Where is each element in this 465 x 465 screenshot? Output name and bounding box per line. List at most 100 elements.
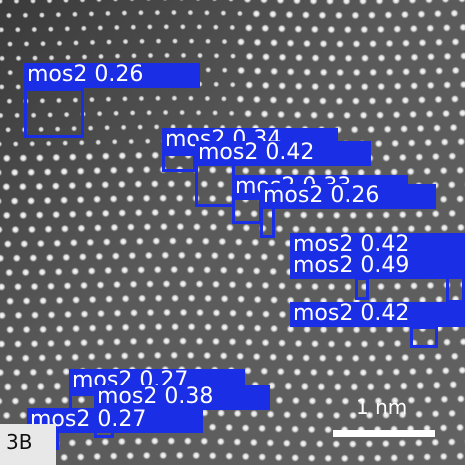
atom-column xyxy=(12,141,19,148)
atom-column xyxy=(390,139,400,149)
atom-column xyxy=(154,294,163,303)
atom-column xyxy=(425,110,434,119)
atom-column xyxy=(455,423,465,433)
atom-column xyxy=(155,38,162,45)
atom-column xyxy=(142,165,151,175)
atom-column xyxy=(393,82,403,91)
atom-column xyxy=(93,224,103,233)
atom-column xyxy=(59,167,69,177)
atom-column xyxy=(456,223,465,233)
atom-column xyxy=(55,97,63,105)
atom-column xyxy=(145,337,155,346)
atom-column xyxy=(310,25,320,35)
atom-column xyxy=(137,294,147,304)
atom-column xyxy=(47,26,54,33)
atom-column xyxy=(385,325,394,335)
atom-column xyxy=(327,54,337,63)
atom-column xyxy=(267,239,277,248)
atom-column xyxy=(45,140,52,147)
atom-column xyxy=(220,95,228,103)
atom-column xyxy=(2,182,11,192)
atom-column xyxy=(415,153,424,162)
atom-column xyxy=(179,308,188,318)
atom-column xyxy=(130,24,137,31)
atom-column xyxy=(36,239,46,249)
atom-column xyxy=(129,110,136,117)
atom-column xyxy=(449,380,458,390)
atom-column xyxy=(359,368,368,378)
atom-column xyxy=(62,367,71,377)
atom-column xyxy=(439,452,449,462)
atom-column xyxy=(257,453,267,462)
atom-column xyxy=(221,38,228,46)
atom-column xyxy=(376,82,386,92)
atom-column xyxy=(153,265,162,275)
atom-column xyxy=(6,98,13,105)
atom-column xyxy=(384,11,393,20)
atom-column xyxy=(128,138,135,145)
atom-column xyxy=(186,265,195,275)
atom-column xyxy=(455,195,465,204)
atom-column xyxy=(76,453,85,462)
atom-column xyxy=(323,425,333,435)
atom-column xyxy=(134,437,143,447)
atom-column xyxy=(343,283,353,292)
atom-column xyxy=(228,110,235,117)
atom-column xyxy=(244,281,254,290)
atom-column xyxy=(422,453,432,462)
atom-column xyxy=(269,38,279,48)
atom-column xyxy=(434,67,444,76)
atom-column xyxy=(233,438,242,447)
scale-bar-label: 1 nm xyxy=(356,395,408,419)
atom-column xyxy=(84,181,94,190)
atom-column xyxy=(243,109,253,119)
atom-column xyxy=(121,294,130,304)
atom-column xyxy=(383,382,392,392)
atom-column xyxy=(27,225,37,235)
atom-column xyxy=(418,67,428,77)
atom-column xyxy=(209,223,218,232)
atom-column xyxy=(162,109,169,117)
atom-column xyxy=(92,195,102,204)
atom-column xyxy=(324,397,334,406)
atom-column xyxy=(286,39,295,48)
atom-column xyxy=(196,24,203,31)
detection-box xyxy=(260,206,275,238)
atom-column xyxy=(332,211,342,221)
atom-column xyxy=(335,40,345,49)
atom-column xyxy=(244,24,254,33)
atom-column xyxy=(205,67,212,74)
detection-box xyxy=(410,326,438,348)
atom-column xyxy=(45,368,55,377)
atom-column xyxy=(278,53,287,62)
detection-label: mos2 0.49 xyxy=(290,254,465,279)
atom-column xyxy=(95,252,104,262)
atom-column xyxy=(251,238,260,248)
atom-column xyxy=(203,323,213,332)
atom-column xyxy=(383,125,392,134)
atom-column xyxy=(211,280,221,290)
atom-column xyxy=(88,295,97,305)
atom-column xyxy=(105,96,112,103)
atom-column xyxy=(381,211,391,220)
atom-column xyxy=(12,254,22,263)
atom-column xyxy=(30,339,39,349)
atom-column xyxy=(318,354,328,363)
atom-column xyxy=(324,225,334,235)
atom-column xyxy=(112,280,122,290)
atom-column xyxy=(80,310,89,319)
atom-column xyxy=(68,439,77,448)
atom-column xyxy=(307,168,317,177)
atom-column xyxy=(236,66,246,76)
atom-column xyxy=(431,409,440,419)
atom-column xyxy=(310,82,320,92)
atom-column xyxy=(109,452,118,461)
atom-column xyxy=(294,53,304,63)
atom-column xyxy=(244,338,254,347)
atom-column xyxy=(333,383,343,392)
atom-column xyxy=(76,167,85,176)
atom-column xyxy=(101,209,110,219)
atom-column xyxy=(301,354,311,363)
atom-column xyxy=(137,9,145,17)
atom-column xyxy=(0,112,4,119)
